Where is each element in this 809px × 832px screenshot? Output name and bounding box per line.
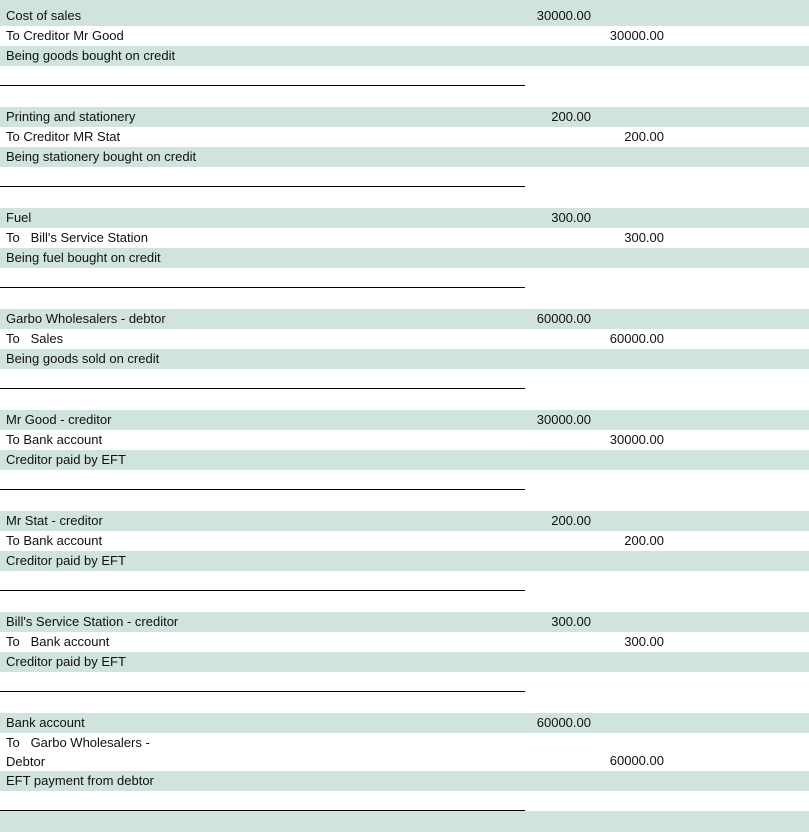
debit-row: Garbo Wholesalers - debtor 60000.00 xyxy=(0,309,809,329)
credit-amount: 60000.00 xyxy=(609,331,664,346)
entry-gap xyxy=(0,86,809,107)
narration-row: Creditor paid by EFT xyxy=(0,450,809,470)
credit-amount: 60000.00 xyxy=(609,753,664,768)
debit-account: Fuel xyxy=(6,210,32,225)
debit-row: Mr Stat - creditor 200.00 xyxy=(0,511,809,531)
entry-gap xyxy=(0,187,809,208)
entry-gap xyxy=(0,490,809,511)
debit-amount: 30000.00 xyxy=(536,8,591,23)
credit-account: To Bill's Service Station xyxy=(6,230,148,245)
debit-account: Cost of sales xyxy=(6,8,82,23)
journal-entry: Mr Stat - creditor 200.00 To Bank accoun… xyxy=(0,511,809,612)
narration: Being stationery bought on credit xyxy=(6,149,197,164)
debit-amount: 30000.00 xyxy=(536,412,591,427)
credit-account: To Bank account xyxy=(6,432,103,447)
narration: EFT payment from debtor xyxy=(6,773,154,788)
credit-account: To Creditor Mr Good xyxy=(6,28,124,43)
entry-gap xyxy=(0,288,809,309)
entry-divider xyxy=(0,268,809,288)
credit-amount: 300.00 xyxy=(624,230,664,245)
entry-divider xyxy=(0,66,809,86)
credit-account: To Bank account xyxy=(6,533,103,548)
credit-row: To Sales 60000.00 xyxy=(0,329,809,349)
credit-account: To Sales xyxy=(6,331,64,346)
debit-account: Mr Good - creditor xyxy=(6,412,112,427)
credit-amount: 300.00 xyxy=(624,634,664,649)
narration-row: Creditor paid by EFT xyxy=(0,652,809,672)
narration-row: Being goods bought on credit xyxy=(0,46,809,66)
narration: Creditor paid by EFT xyxy=(6,654,126,669)
narration: Being fuel bought on credit xyxy=(6,250,161,265)
entry-gap xyxy=(0,591,809,612)
entry-divider xyxy=(0,672,809,692)
debit-row: Printing and stationery 200.00 xyxy=(0,107,809,127)
debit-amount: 200.00 xyxy=(551,109,591,124)
credit-account: To Bank account xyxy=(6,634,110,649)
debit-row: Bill's Service Station - creditor 300.00 xyxy=(0,612,809,632)
narration: Creditor paid by EFT xyxy=(6,553,126,568)
narration: Being goods bought on credit xyxy=(6,48,176,63)
band-strip xyxy=(0,0,809,6)
debit-account: Bill's Service Station - creditor xyxy=(6,614,179,629)
journal-entry: Fuel 300.00 To Bill's Service Station 30… xyxy=(0,208,809,309)
debit-amount: 300.00 xyxy=(551,614,591,629)
debit-amount: 60000.00 xyxy=(536,715,591,730)
narration-row: Being stationery bought on credit xyxy=(0,147,809,167)
debit-row: Mr Good - creditor 30000.00 xyxy=(0,410,809,430)
credit-row: To Bank account 30000.00 xyxy=(0,430,809,450)
narration-row: Creditor paid by EFT xyxy=(0,551,809,571)
debit-amount: 200.00 xyxy=(551,513,591,528)
journal-entry: Garbo Wholesalers - debtor 60000.00 To S… xyxy=(0,309,809,410)
entry-gap xyxy=(0,692,809,713)
journal-entry: Bill's Service Station - creditor 300.00… xyxy=(0,612,809,713)
credit-amount: 30000.00 xyxy=(609,432,664,447)
credit-row: To Bank account 200.00 xyxy=(0,531,809,551)
narration-row: Being fuel bought on credit xyxy=(0,248,809,268)
journal-entry: Cost of sales 30000.00 To Creditor Mr Go… xyxy=(0,6,809,107)
entry-divider xyxy=(0,167,809,187)
credit-amount: 200.00 xyxy=(624,533,664,548)
narration-row: EFT payment from debtor xyxy=(0,771,809,791)
debit-row: Bank account 60000.00 xyxy=(0,713,809,733)
entry-gap xyxy=(0,389,809,410)
debit-account: Printing and stationery xyxy=(6,109,136,124)
entry-divider xyxy=(0,470,809,490)
credit-row: To Bill's Service Station 300.00 xyxy=(0,228,809,248)
debit-row: Cost of sales 30000.00 xyxy=(0,6,809,26)
credit-amount: 200.00 xyxy=(624,129,664,144)
credit-account: To Creditor MR Stat xyxy=(6,129,121,144)
journal-entry: Printing and stationery 200.00 To Credit… xyxy=(0,107,809,208)
debit-account: Mr Stat - creditor xyxy=(6,513,103,528)
credit-row: To Creditor MR Stat 200.00 xyxy=(0,127,809,147)
debit-row: Fuel 300.00 xyxy=(0,208,809,228)
entry-divider xyxy=(0,791,809,811)
journal-entry: Mr Good - creditor 30000.00 To Bank acco… xyxy=(0,410,809,511)
credit-row: To Creditor Mr Good 30000.00 xyxy=(0,26,809,46)
credit-row: To Garbo Wholesalers - Debtor 60000.00 xyxy=(0,733,809,771)
credit-account: To Garbo Wholesalers - Debtor xyxy=(6,735,150,769)
credit-amount: 30000.00 xyxy=(609,28,664,43)
debit-account: Bank account xyxy=(6,715,85,730)
entry-divider xyxy=(0,571,809,591)
narration: Creditor paid by EFT xyxy=(6,452,126,467)
entry-divider xyxy=(0,369,809,389)
journal-entries: Cost of sales 30000.00 To Creditor Mr Go… xyxy=(0,6,809,832)
narration: Being goods sold on credit xyxy=(6,351,160,366)
narration-row: Being goods sold on credit xyxy=(0,349,809,369)
journal-entry: Bank account 60000.00 To Garbo Wholesale… xyxy=(0,713,809,832)
debit-amount: 60000.00 xyxy=(536,311,591,326)
debit-amount: 300.00 xyxy=(551,210,591,225)
credit-row: To Bank account 300.00 xyxy=(0,632,809,652)
debit-account: Garbo Wholesalers - debtor xyxy=(6,311,166,326)
